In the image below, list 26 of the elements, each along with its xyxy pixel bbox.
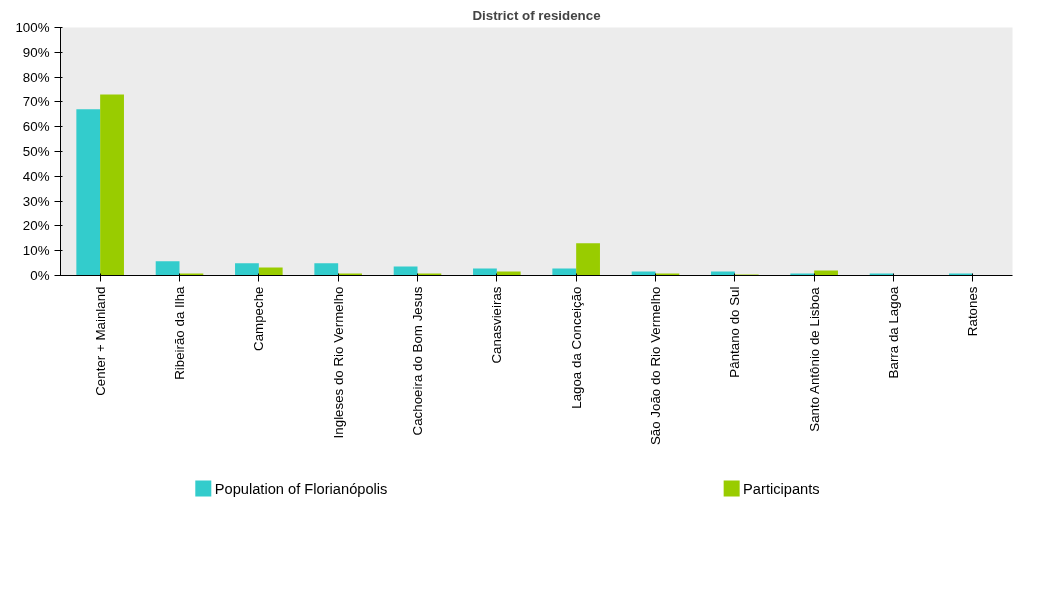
x-tick-label: Santo Antônio de Lisboa xyxy=(806,286,822,432)
x-tick-label: São João do Rio Vermelho xyxy=(648,286,663,446)
x-tick-label: Ribeirão da Ilha xyxy=(172,285,187,380)
y-tick-label: 70% xyxy=(22,94,50,110)
y-tick-label: 20% xyxy=(22,218,50,234)
y-tick-label: 40% xyxy=(22,168,50,184)
x-tick-label: Cachoeira do Bom Jesus xyxy=(410,286,425,436)
x-tick-label: Center + Mainland xyxy=(92,286,108,396)
x-tick-label: Lagoa da Conceição xyxy=(568,286,584,409)
y-tick-label: 90% xyxy=(22,44,50,60)
x-tick-label: Barra da Lagoa xyxy=(886,285,901,379)
legend-label: Participants xyxy=(743,480,820,497)
y-tick-label: 0% xyxy=(30,268,50,283)
y-tick-label: 50% xyxy=(22,144,50,159)
y-tick-label: 10% xyxy=(22,243,50,259)
x-tick-label: Campeche xyxy=(251,286,267,351)
x-tick-label: Canasvieiras xyxy=(489,286,505,364)
y-tick-label: 100% xyxy=(15,20,50,35)
legend-label: Population of Florianópolis xyxy=(214,480,388,497)
x-tick-label: Ingleses do Rio Vermelho xyxy=(330,286,346,439)
chart-title: District of residence xyxy=(472,7,601,23)
y-tick-label: 30% xyxy=(22,193,50,209)
x-tick-label: Ratones xyxy=(965,286,981,337)
x-tick-label: Pântano do Sul xyxy=(727,286,743,378)
y-tick-label: 80% xyxy=(22,69,50,85)
y-tick-label: 60% xyxy=(22,119,50,135)
